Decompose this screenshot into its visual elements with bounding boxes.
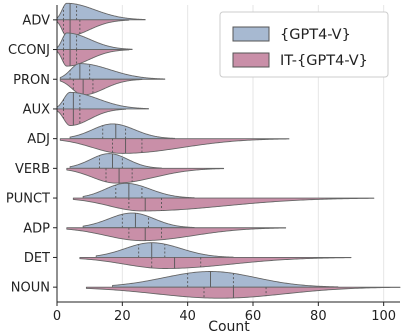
violin-upper-pron [59, 63, 166, 80]
violin-upper-punct [82, 182, 195, 199]
violin-upper-cconj [56, 32, 133, 50]
violin-lower-adj [59, 138, 290, 154]
legend-label-gpt4v: {GPT4-V} [280, 27, 351, 43]
y-tick-label-adp: ADP [23, 221, 50, 236]
violin-lower-noun [85, 286, 401, 299]
violin-upper-det [95, 242, 234, 258]
x-tick-label-40: 40 [179, 309, 196, 324]
violin-lower-verb [66, 167, 225, 184]
legend-swatch-gpt4v [232, 26, 270, 42]
violin-upper-noun [112, 271, 339, 288]
violins [56, 2, 401, 299]
violin-lower-cconj [56, 49, 130, 67]
violin-lower-adp [66, 227, 287, 242]
axes: 0 20 40 60 80 100 ADV CCONJ PRON AUX ADJ VERB PUNCT A… [6, 5, 400, 324]
y-tick-label-adv: ADV [22, 13, 50, 28]
legend-swatch-it-gpt4v [232, 52, 270, 68]
x-tick-label-60: 60 [245, 309, 262, 324]
y-tick-label-aux: AUX [23, 102, 50, 117]
violin-upper-verb [69, 153, 162, 169]
y-tick-label-adj: ADJ [27, 132, 50, 147]
violin-lower-punct [72, 197, 375, 212]
y-tick-label-noun: NOUN [11, 281, 50, 296]
x-tick-label-100: 100 [371, 309, 396, 324]
legend: {GPT4-V} IT-{GPT4-V} [219, 11, 389, 78]
x-tick-label-20: 20 [114, 309, 131, 324]
violin-lower-det [79, 257, 352, 269]
legend-label-it-gpt4v: IT-{GPT4-V} [280, 53, 368, 69]
y-tick-label-punct: PUNCT [6, 192, 50, 207]
violin-upper-adj [69, 123, 176, 140]
violin-lower-pron [59, 78, 143, 96]
violin-upper-adv [56, 2, 146, 21]
violin-lower-aux [56, 108, 127, 126]
y-tick-label-det: DET [24, 251, 50, 266]
y-tick-label-pron: PRON [13, 73, 50, 88]
x-axis-title: Count [208, 319, 250, 334]
y-tick-label-verb: VERB [15, 162, 50, 177]
x-tick-label-0: 0 [53, 309, 61, 324]
x-tick-label-80: 80 [310, 309, 327, 324]
y-tick-label-cconj: CCONJ [8, 43, 50, 58]
violin-upper-adp [82, 212, 195, 229]
